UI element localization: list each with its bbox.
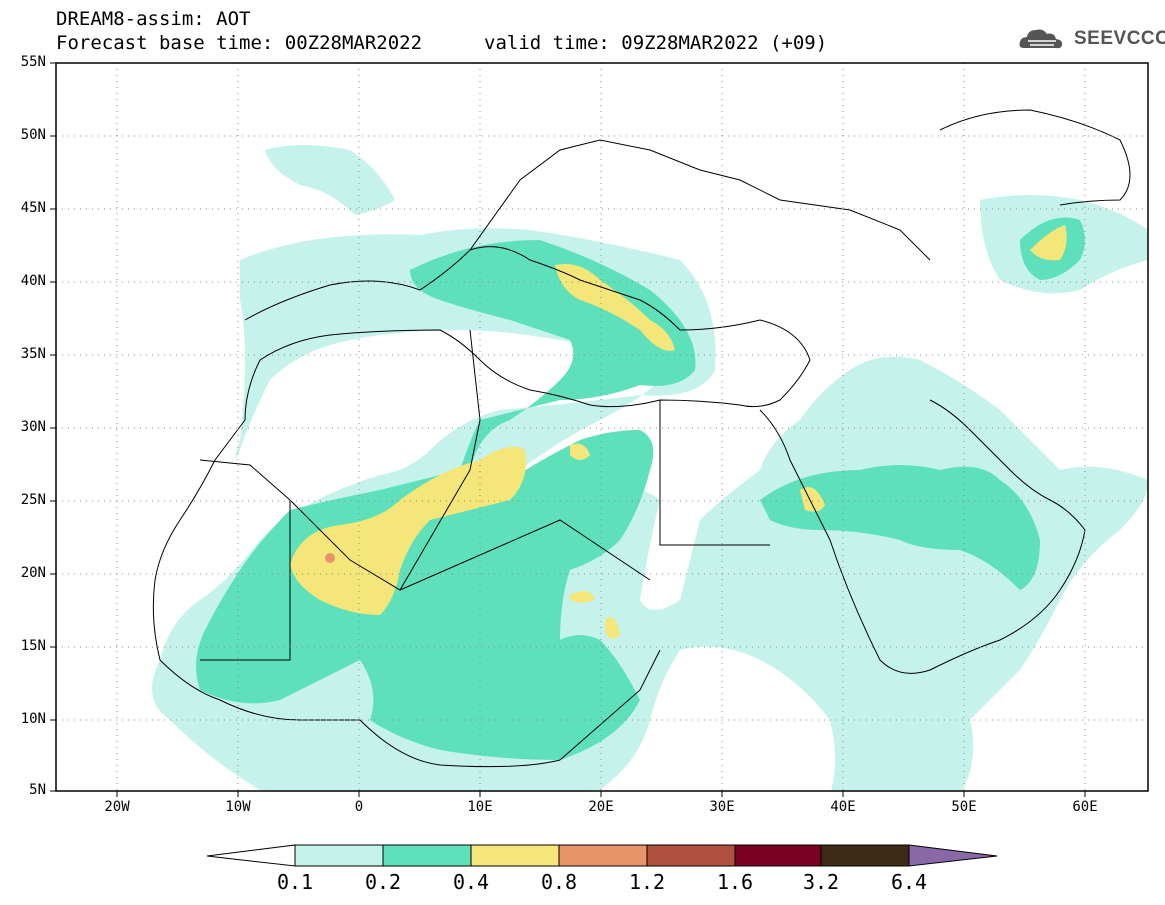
lat-label: 20N [20,565,46,581]
colorbar-label: 0.2 [364,870,402,894]
colorbar-segment-5 [646,844,736,867]
valid-time: valid time: 09Z28MAR2022 (+09) [484,32,828,54]
lat-label: 45N [20,200,46,216]
map-frame [55,62,1149,792]
lon-label: 40E [830,799,856,815]
lat-label: 5N [29,782,46,798]
colorbar-segment-0 [206,844,296,867]
colorbar-segment-4 [558,844,648,867]
colorbar-label: 3.2 [802,870,840,894]
lon-label: 20W [104,799,130,815]
colorbar-label: 0.8 [540,870,578,894]
colorbar-label: 0.4 [452,870,490,894]
lat-label: 55N [20,54,46,70]
aot-field [152,145,1148,791]
colorbar-label: 1.6 [716,870,754,894]
lat-label: 50N [20,127,46,143]
lat-label: 25N [20,492,46,508]
colorbar-label: 0.1 [276,870,314,894]
cloud-icon [1019,29,1063,49]
colorbar-label: 1.2 [628,870,666,894]
lon-label: 20E [588,799,614,815]
colorbar [206,844,998,867]
aot-0.1-band [152,145,1148,791]
coastlines [152,109,1131,768]
lon-label: 10E [467,799,493,815]
map-title: DREAM8-assim: AOT [56,8,251,30]
lat-label: 10N [20,711,46,727]
aot-0.4-band [290,225,1067,639]
colorbar-segment-8 [908,844,998,867]
lon-label: 50E [951,799,977,815]
forecast-base-time: Forecast base time: 00Z28MAR2022 [56,32,423,54]
lat-label: 40N [20,273,46,289]
colorbar-segment-6 [734,844,822,867]
lon-label: 0 [354,799,364,815]
colorbar-segment-1 [294,844,384,867]
colorbar-segment-3 [470,844,560,867]
lat-label: 30N [20,419,46,435]
colorbar-label: 6.4 [890,870,928,894]
axis-ticks [50,62,1086,797]
lon-label: 10W [225,799,251,815]
aot-0.8-spot [325,553,335,563]
colorbar-segment-2 [382,844,472,867]
lon-label: 30E [709,799,735,815]
colorbar-segment-7 [820,844,910,867]
seevccc-logo-text: SEEVCCC [1074,28,1165,49]
lat-label: 35N [20,346,46,362]
lon-label: 60E [1072,799,1098,815]
lat-label: 15N [20,638,46,654]
grid [56,63,1148,791]
